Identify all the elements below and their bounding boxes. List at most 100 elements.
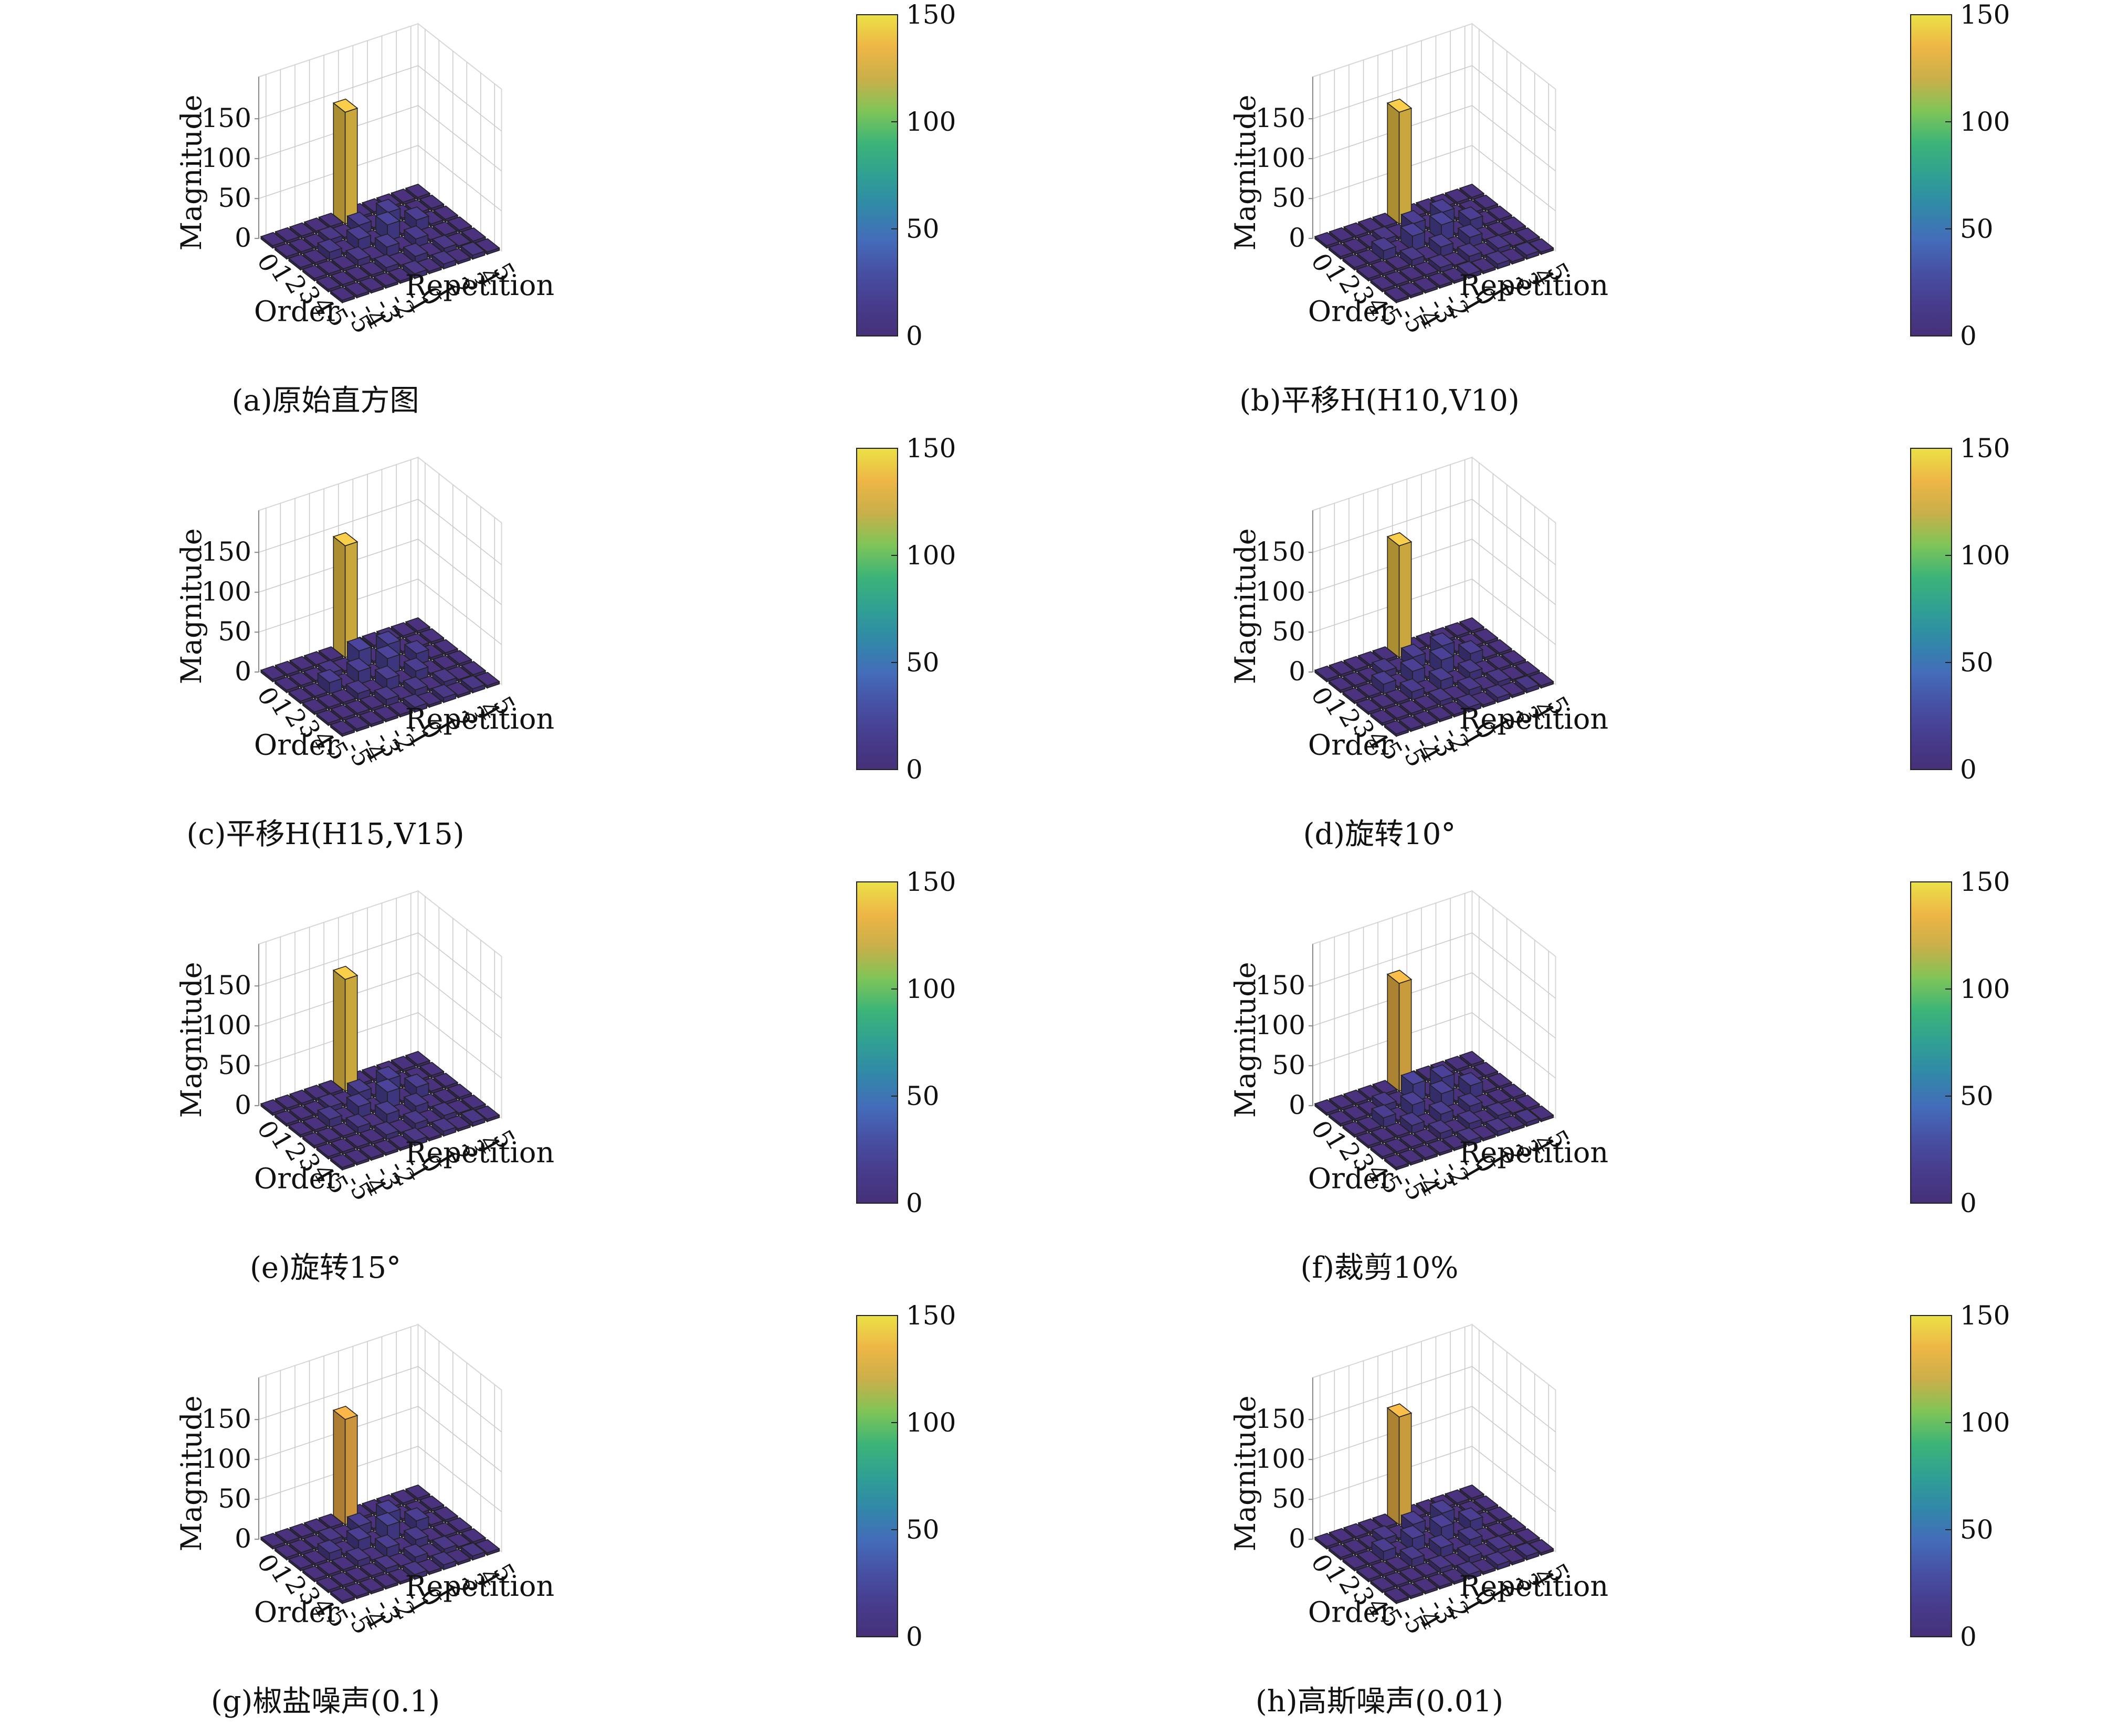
- bar: [1457, 243, 1482, 264]
- bar: [1356, 1116, 1382, 1133]
- bar: [1314, 1532, 1340, 1550]
- bar: [1314, 1099, 1340, 1117]
- bar: [330, 720, 355, 738]
- colorbar-tick-label: 50: [1960, 647, 1994, 678]
- bar: [315, 276, 342, 293]
- z-axis-label: Magnitude: [175, 962, 208, 1118]
- bar: [1441, 1568, 1468, 1585]
- bar: [260, 232, 286, 249]
- bar: [1514, 227, 1541, 245]
- colorbar-tick-label: 50: [1960, 1081, 1994, 1111]
- panel-b: 0 50 100 150 Magnitude 0 1 2 3 4 5 Order -5 -4 -3 -2 -1 0…: [1054, 0, 2108, 434]
- z-gridline: [258, 1406, 502, 1472]
- bar: [1384, 1153, 1409, 1171]
- order-axis-label: Order: [254, 1595, 340, 1628]
- bar: [1398, 1149, 1424, 1166]
- bar: [1514, 661, 1541, 678]
- bar: [419, 628, 445, 646]
- bar: [1413, 1562, 1439, 1579]
- z-tick-label: 50: [1272, 183, 1305, 213]
- bar: [316, 1561, 342, 1578]
- colorbar-tick-label: 150: [906, 0, 956, 30]
- panel-d: 0 50 100 150 Magnitude 0 1 2 3 4 5 Order -5 -4 -3 -2 -1 0…: [1054, 434, 2108, 867]
- z-tick-label: 100: [202, 1444, 251, 1474]
- panel-c-caption: (c)平移H(H15,V15): [186, 817, 465, 851]
- z-tick-label: 50: [218, 1484, 251, 1514]
- z-tick-label: 50: [1272, 616, 1305, 647]
- colorbar-tick-label: 0: [906, 1622, 923, 1652]
- bar: [1356, 1550, 1382, 1567]
- bar: [1400, 222, 1426, 252]
- bar: [332, 98, 359, 225]
- colorbar-tick-label: 150: [1960, 434, 2010, 464]
- z-tick-label: 100: [1256, 143, 1305, 173]
- bar: [1328, 243, 1354, 260]
- bar: [374, 1100, 400, 1125]
- bar: [403, 1526, 429, 1549]
- z-tick-label: 50: [218, 616, 251, 647]
- z-tick-label: 150: [202, 970, 251, 1001]
- bar: [403, 243, 428, 264]
- bar: [317, 1539, 343, 1562]
- bar: [1485, 1102, 1512, 1121]
- bar: [403, 225, 429, 248]
- bar: [344, 281, 370, 299]
- z-gridline: [1312, 578, 1556, 645]
- bar: [1342, 238, 1368, 255]
- bar: [1413, 710, 1439, 728]
- panel-g: 0 50 100 150 Magnitude 0 1 2 3 4 5 Order -5 -4 -3 -2 -1 0…: [0, 1301, 1054, 1734]
- bar: [317, 1106, 343, 1129]
- z-gridline: [258, 578, 502, 645]
- bar: [289, 656, 315, 673]
- colorbar: [1910, 14, 1952, 336]
- bar: [1356, 682, 1382, 700]
- bar: [460, 227, 487, 245]
- bar: [1485, 250, 1511, 270]
- bar: [447, 1083, 472, 1101]
- bar: [344, 266, 371, 283]
- z-tick-label: 150: [1256, 970, 1305, 1001]
- panel-f-caption: (f)裁剪10%: [1300, 1251, 1459, 1285]
- bar: [1370, 693, 1396, 711]
- z-axis-label: Magnitude: [175, 1395, 208, 1551]
- bar: [1385, 1555, 1411, 1573]
- bar: [1371, 237, 1397, 261]
- bar: [373, 272, 399, 289]
- bar: [331, 1122, 357, 1140]
- repetition-axis-label: Repetition: [1459, 269, 1608, 302]
- bar: [391, 622, 416, 639]
- z-tick-label: 150: [202, 103, 251, 133]
- order-axis-label: Order: [254, 294, 340, 328]
- bars: [260, 98, 500, 304]
- bar: [289, 1523, 315, 1540]
- bar: [346, 658, 372, 686]
- panel-h-caption: (h)高斯噪声(0.01): [1255, 1685, 1504, 1719]
- panel-e: 0 50 100 150 Magnitude 0 1 2 3 4 5 Order -5 -4 -3 -2 -1 0…: [0, 867, 1054, 1301]
- z-tick-label: 100: [202, 143, 251, 173]
- colorbar: [1910, 881, 1952, 1204]
- z-gridline: [1312, 105, 1556, 172]
- bar: [1456, 1561, 1482, 1581]
- repetition-axis-label: Repetition: [405, 269, 554, 302]
- bar: [302, 1132, 328, 1149]
- z-gridline: [258, 539, 502, 605]
- bar: [1427, 1139, 1453, 1156]
- bar: [332, 532, 359, 659]
- colorbar: [1910, 1315, 1952, 1637]
- colorbar-tick-label: 0: [1960, 1622, 1977, 1652]
- colorbar-tick-label: 150: [1960, 867, 2010, 897]
- bar: [403, 1110, 428, 1131]
- bar: [1473, 194, 1499, 212]
- colorbar-tick-label: 0: [1960, 754, 1977, 785]
- bar: [331, 255, 357, 272]
- bar: [1501, 1083, 1526, 1101]
- bar: [374, 1554, 399, 1574]
- bar: [1398, 1566, 1425, 1584]
- bar: [316, 693, 342, 711]
- bar: [1459, 1050, 1485, 1068]
- bar: [1385, 255, 1411, 272]
- z-tick-label: 100: [202, 1010, 251, 1040]
- bars: [260, 1405, 500, 1605]
